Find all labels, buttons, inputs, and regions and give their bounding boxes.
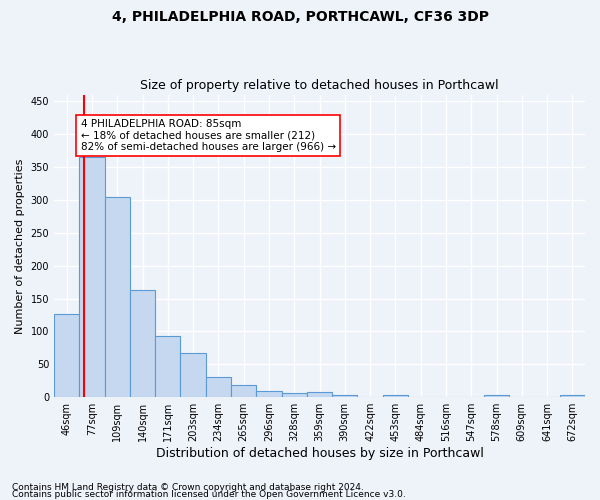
Bar [256, 392, 281, 397]
Y-axis label: Number of detached properties: Number of detached properties [15, 158, 25, 334]
Text: Contains HM Land Registry data © Crown copyright and database right 2024.: Contains HM Land Registry data © Crown c… [12, 484, 364, 492]
Bar [206, 378, 231, 397]
Bar [181, 353, 206, 397]
Bar [307, 392, 332, 397]
Bar [560, 394, 585, 397]
Bar [383, 394, 408, 397]
Bar [231, 386, 256, 397]
Bar [54, 314, 79, 397]
Bar [484, 394, 509, 397]
Bar [155, 336, 181, 397]
Bar [130, 290, 155, 397]
Bar [281, 394, 307, 397]
Text: 4 PHILADELPHIA ROAD: 85sqm
← 18% of detached houses are smaller (212)
82% of sem: 4 PHILADELPHIA ROAD: 85sqm ← 18% of deta… [80, 119, 336, 152]
Bar [79, 157, 104, 397]
Bar [104, 196, 130, 397]
X-axis label: Distribution of detached houses by size in Porthcawl: Distribution of detached houses by size … [155, 447, 484, 460]
Text: 4, PHILADELPHIA ROAD, PORTHCAWL, CF36 3DP: 4, PHILADELPHIA ROAD, PORTHCAWL, CF36 3D… [112, 10, 488, 24]
Bar [332, 394, 358, 397]
Text: Contains public sector information licensed under the Open Government Licence v3: Contains public sector information licen… [12, 490, 406, 499]
Title: Size of property relative to detached houses in Porthcawl: Size of property relative to detached ho… [140, 79, 499, 92]
